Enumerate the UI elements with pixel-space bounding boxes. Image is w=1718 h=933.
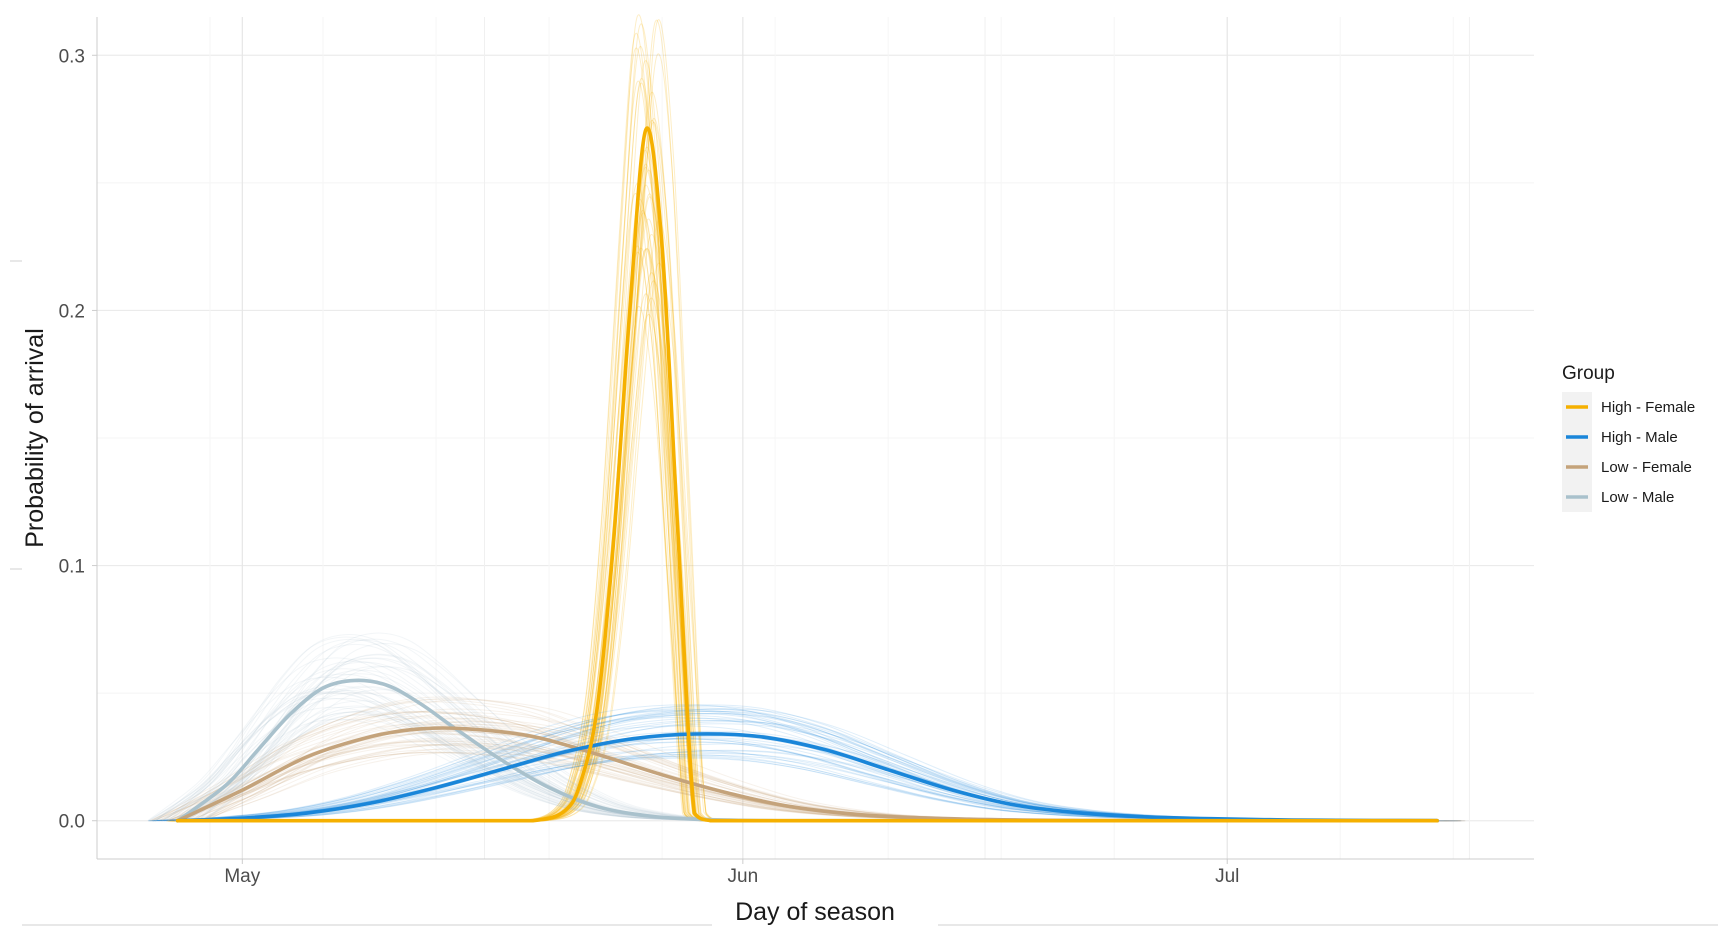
y-tick-label: 0.0 [59,812,85,833]
y-tick-label: 0.1 [59,557,85,578]
series-lines [175,126,1439,823]
grid-lines [96,17,1534,859]
legend-label: Low - Female [1601,459,1692,476]
series-line [175,732,1439,823]
legend-label: High - Female [1601,399,1695,416]
series-line [175,126,1439,823]
x-tick-label: May [224,866,260,887]
y-axis-ticks: 0.0 0.1 0.2 0.3 [59,46,97,833]
x-axis-ticks: May Jun Jul [224,859,1239,887]
legend-items: High - Female High - Male Low - Female Low … [1566,399,1695,506]
x-tick-label: Jun [728,866,759,887]
legend-label: High - Male [1601,429,1678,446]
x-tick-label: Jul [1215,866,1239,887]
y-tick-label: 0.2 [59,301,85,322]
legend-label: Low - Male [1601,489,1674,506]
x-axis-title: Day of season [735,898,895,926]
legend: Group High - Female High - Male Low - Fema… [1562,363,1695,512]
y-axis-title: Probability of arrival [21,328,49,548]
y-tick-label: 0.3 [59,46,85,67]
legend-title: Group [1562,363,1615,384]
legend-key-background [1562,392,1592,512]
